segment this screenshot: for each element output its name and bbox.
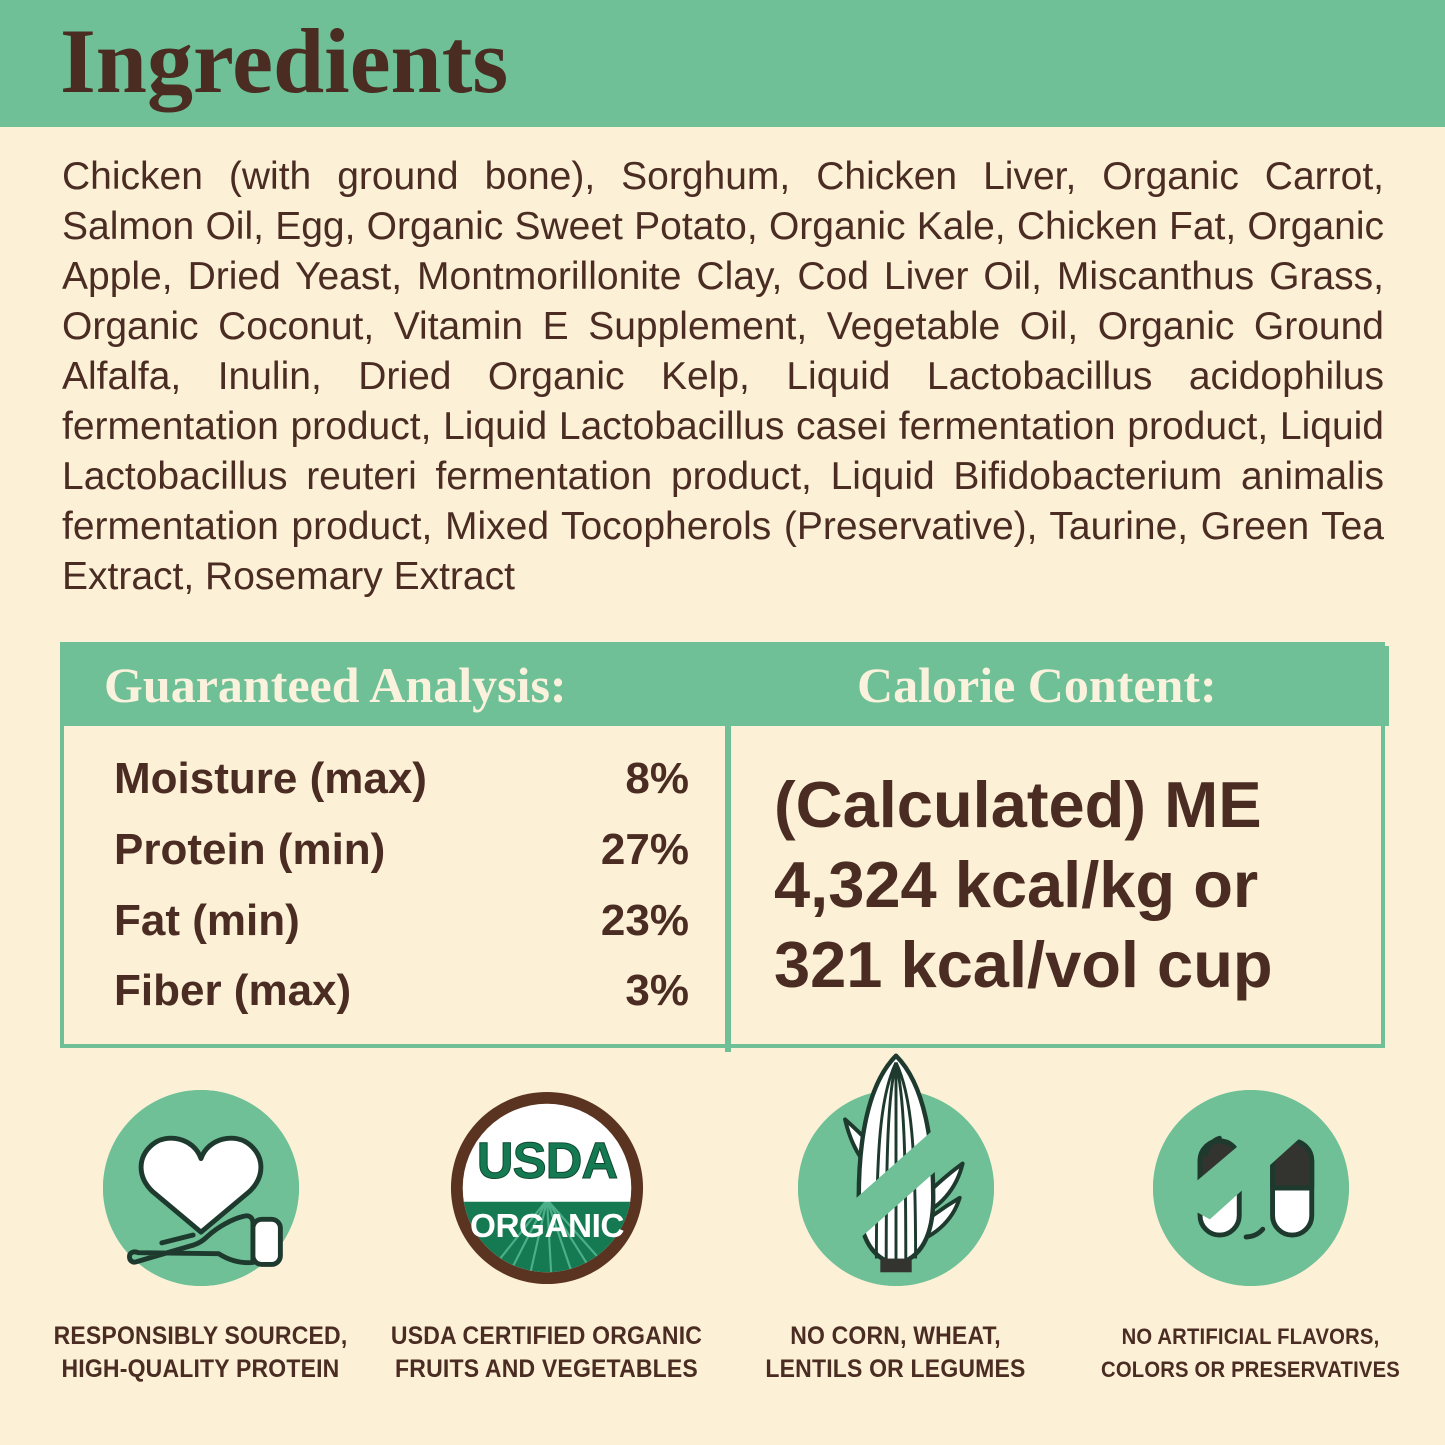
svg-text:ORGANIC: ORGANIC	[470, 1208, 624, 1245]
svg-text:USDA: USDA	[476, 1132, 617, 1189]
